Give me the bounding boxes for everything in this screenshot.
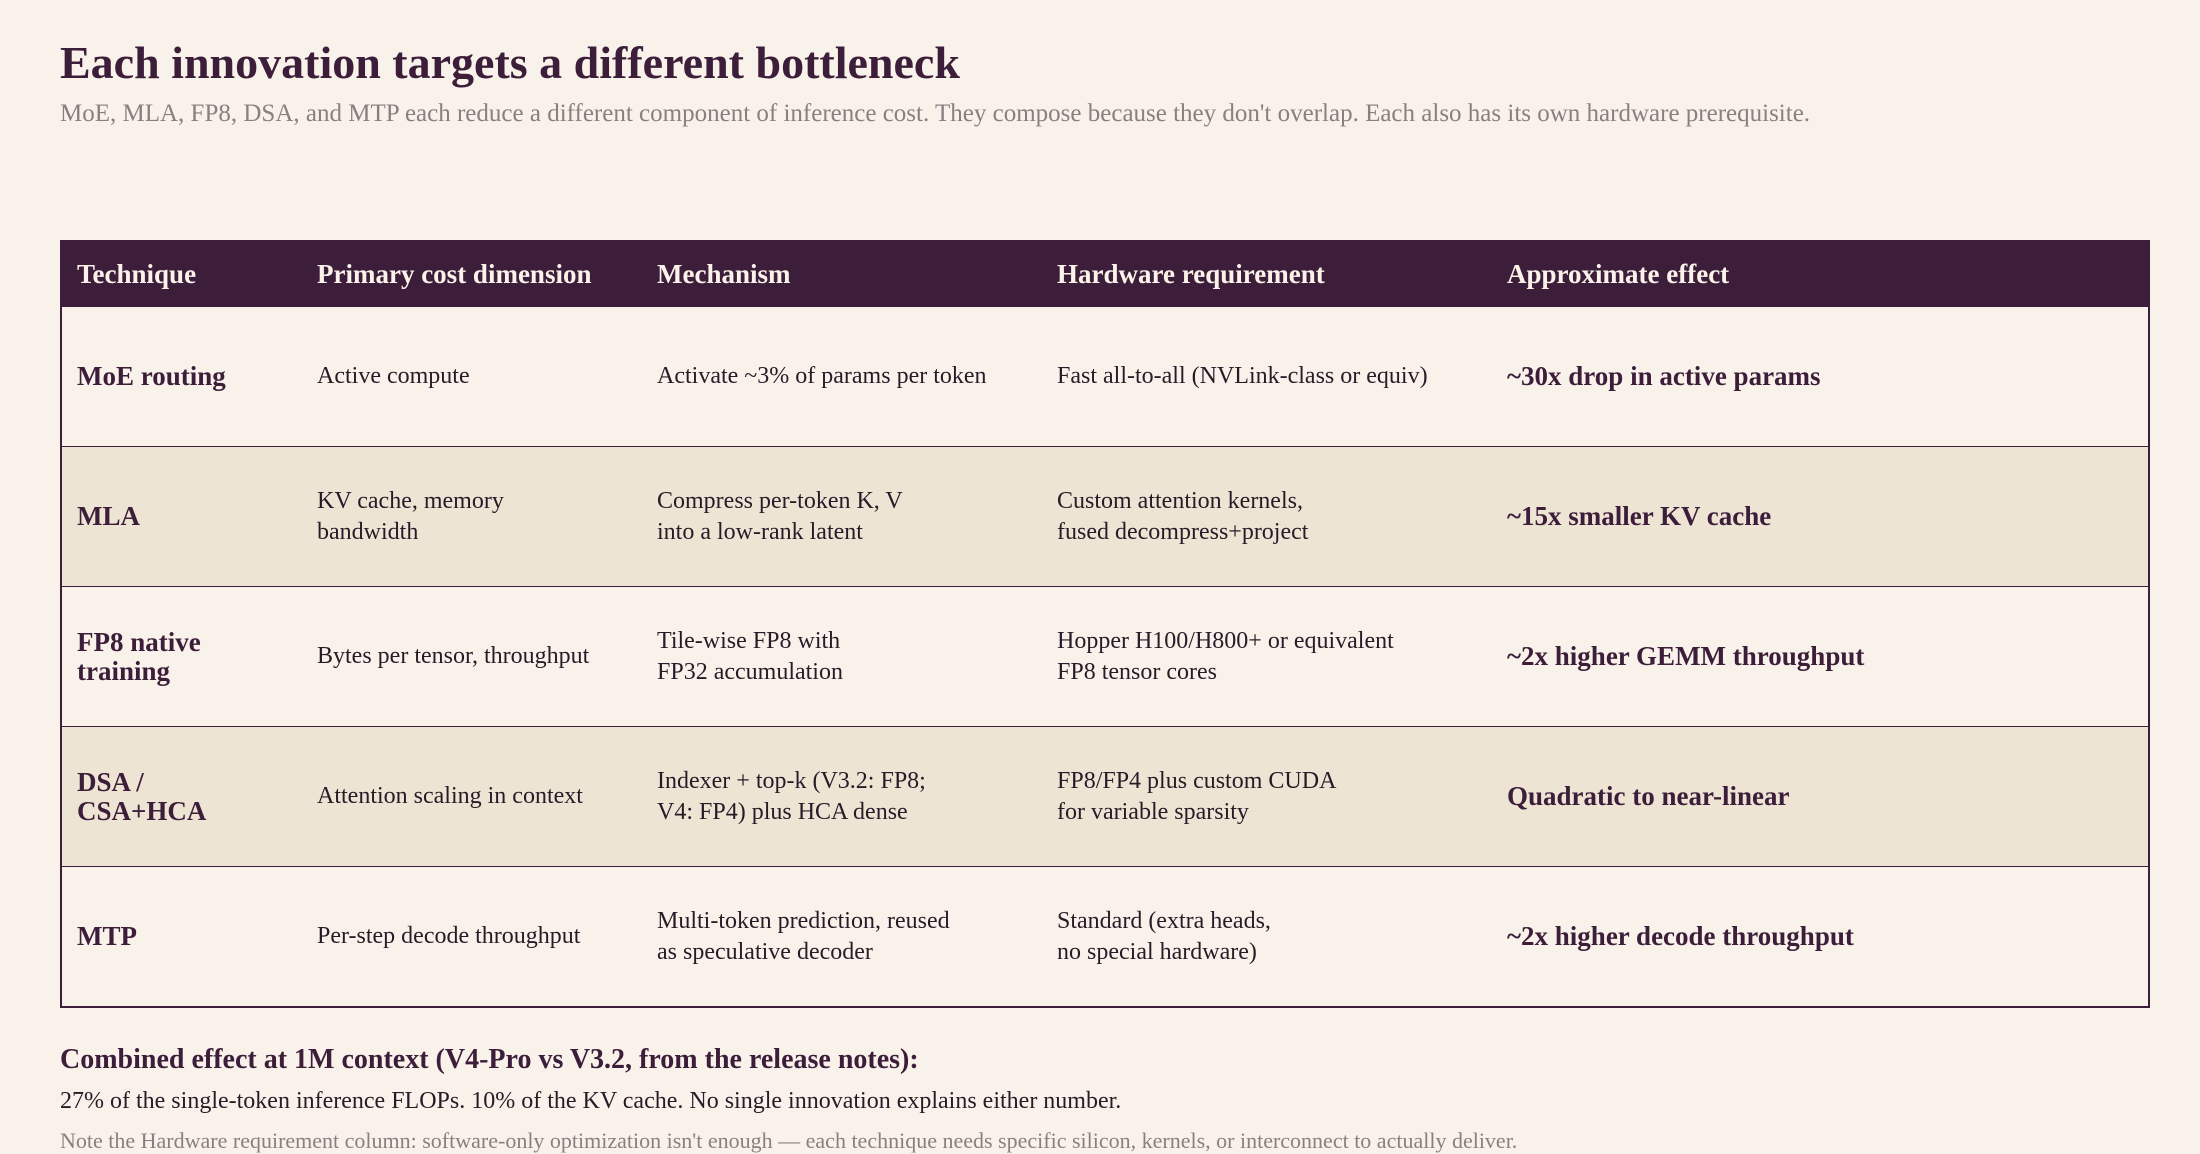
table-cell: ~15x smaller KV cache — [1492, 446, 2149, 587]
footer-note: Note the Hardware requirement column: so… — [60, 1128, 1518, 1153]
footer-summary: 27% of the single-token inference FLOPs.… — [60, 1088, 1122, 1114]
table-cell: Fast all-to-all (NVLink-class or equiv) — [1042, 306, 1492, 447]
table-row: FP8 native training Bytes per tensor, thr… — [61, 586, 2149, 727]
column-header: Approximate effect — [1492, 241, 2149, 307]
column-header: Hardware requirement — [1042, 241, 1492, 307]
table-cell: Activate ~3% of params per token — [642, 306, 1042, 447]
table-row: MTP Per-step decode throughput Multi-token… — [61, 866, 2149, 1007]
footer-heading: Combined effect at 1M context (V4-Pro vs… — [60, 1044, 919, 1075]
column-header: Mechanism — [642, 241, 1042, 307]
title: Each innovation targets a different bott… — [60, 37, 960, 88]
table-cell: KV cache, memory bandwidth — [302, 446, 642, 587]
table-cell: Quadratic to near-linear — [1492, 726, 2149, 867]
technique-cell: DSA / CSA+HCA — [61, 726, 302, 867]
table-cell: FP8/FP4 plus custom CUDA for variable sp… — [1042, 726, 1492, 867]
technique-cell: MoE routing — [61, 306, 302, 447]
table-cell: Standard (extra heads, no special hardwa… — [1042, 866, 1492, 1007]
table-cell: ~30x drop in active params — [1492, 306, 2149, 447]
table-cell: Compress per-token K, V into a low-rank … — [642, 446, 1042, 587]
subtitle: MoE, MLA, FP8, DSA, and MTP each reduce … — [60, 100, 1811, 127]
table-cell: ~2x higher decode throughput — [1492, 866, 2149, 1007]
comparison-table: Technique Primary cost dimension Mechanism… — [60, 240, 2150, 1008]
table-cell: Tile-wise FP8 with FP32 accumulation — [642, 586, 1042, 727]
table-cell: Multi-token prediction, reused as specul… — [642, 866, 1042, 1007]
table-cell: ~2x higher GEMM throughput — [1492, 586, 2149, 727]
table-cell: Custom attention kernels, fused decompre… — [1042, 446, 1492, 587]
technique-cell: FP8 native training — [61, 586, 302, 727]
table-body: MoE routing Active compute Activate ~3% of… — [61, 306, 2149, 1007]
technique-cell: MLA — [61, 446, 302, 587]
column-header: Technique — [61, 241, 302, 307]
header-row: Technique Primary cost dimension Mechanism… — [61, 241, 2149, 307]
table-cell: Active compute — [302, 306, 642, 447]
table-cell: Indexer + top-k (V3.2: FP8; V4: FP4) plu… — [642, 726, 1042, 867]
table-cell: Bytes per tensor, throughput — [302, 586, 642, 727]
table-row: MLA KV cache, memory bandwidth Compress pe… — [61, 446, 2149, 587]
table-row: MoE routing Active compute Activate ~3% of… — [61, 306, 2149, 447]
column-header: Primary cost dimension — [302, 241, 642, 307]
technique-cell: MTP — [61, 866, 302, 1007]
table-row: DSA / CSA+HCA Attention scaling in contex… — [61, 726, 2149, 867]
table-cell: Attention scaling in context — [302, 726, 642, 867]
table-cell: Per-step decode throughput — [302, 866, 642, 1007]
table-cell: Hopper H100/H800+ or equivalent FP8 tens… — [1042, 586, 1492, 727]
